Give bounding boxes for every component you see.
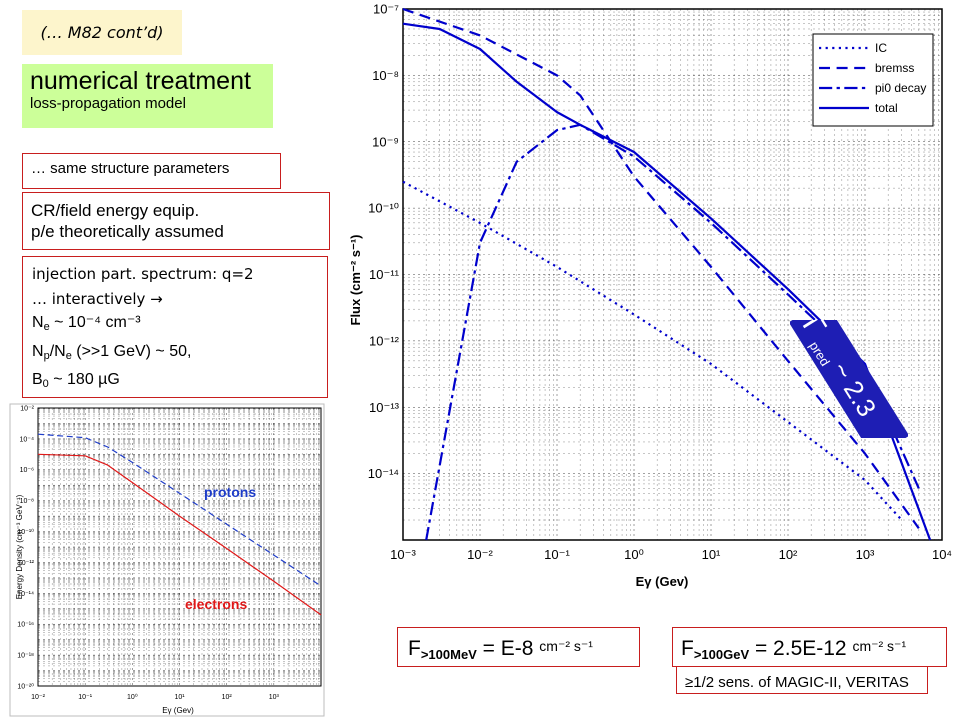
x-tick-label: 10³ [856, 547, 875, 562]
y-tick-label: 10⁻¹⁸ [17, 653, 34, 660]
y-tick-label: 10⁻⁸ [372, 68, 399, 83]
chart-grid [402, 9, 942, 541]
continuation-label: (… M82 cont’d) [22, 10, 182, 55]
flux-above-100gev-caption: F>100GeV = 2.5E-12 cm⁻² s⁻¹ [672, 627, 947, 667]
legend-entries: IC bremss pi0 decay total [819, 41, 926, 115]
sensitivity-caption: ≥1/2 sens. of MAGIC-II, VERITAS [676, 666, 928, 694]
injection-parameters-box: injection part. spectrum: q=2 … interact… [22, 256, 328, 398]
legend-box [812, 33, 934, 127]
structure-parameters-text: … same structure parameters [31, 160, 230, 177]
x-tick-labels: 10⁻² 10⁻¹ 10⁰ 10¹ 10² 10³ [31, 693, 279, 701]
section-heading-box: numerical treatment loss-propagation mod… [22, 64, 273, 128]
series-line-bremss [402, 7, 920, 529]
x-tick-label: 10⁻¹ [544, 547, 570, 562]
protons-label: protons [204, 484, 256, 500]
y-tick-label: 10⁻¹¹ [369, 267, 400, 282]
pe-assumed-line: p/e theoretically assumed [31, 222, 224, 241]
electron-density-line: Ne ~ 10⁻⁴ cm⁻³ [32, 314, 141, 333]
x-tick-label: 10⁻² [31, 694, 45, 701]
legend-label-total: total [875, 101, 898, 115]
flux-chart: 10⁻¹⁴ 10⁻¹³ 10⁻¹² 10⁻¹¹ 10⁻¹⁰ 10⁻⁹ 10⁻⁸ 10⁻⁷ 10… [345, 0, 960, 610]
series-group [37, 433, 322, 616]
x-tick-label: 10¹ [702, 547, 721, 562]
x-tick-label: 10² [222, 694, 233, 701]
y-axis-label: Energy Density (cm⁻³ GeV⁻¹) [15, 494, 24, 599]
legend-label-IC: IC [875, 41, 887, 55]
x-axis-label: Eγ (Gev) [162, 706, 194, 715]
x-tick-label: 10⁻¹ [78, 694, 92, 701]
y-tick-label: 10⁻⁹ [372, 134, 399, 149]
y-tick-label: 10⁻¹⁶ [17, 622, 34, 629]
energy-density-chart: 10⁻² 10⁻⁴ 10⁻⁶ 10⁻⁸ 10⁻¹⁰ 10⁻¹² 10⁻¹⁴ 10⁻¹⁶ 10⁻¹… [8, 402, 326, 718]
x-tick-label: 10³ [269, 694, 280, 701]
y-tick-label: 10⁻²⁰ [17, 682, 34, 690]
y-tick-label: 10⁻⁷ [373, 2, 399, 17]
legend-label-pi0-decay: pi0 decay [875, 81, 926, 95]
structure-parameters-box: … same structure parameters [22, 153, 281, 189]
legend: IC bremss pi0 decay total [812, 33, 934, 127]
y-tick-label: 10⁻¹² [369, 333, 400, 348]
flux-above-100mev-caption: F>100MeV = E-8 cm⁻² s⁻¹ [397, 627, 640, 667]
gamma-badge-bg [790, 320, 908, 438]
proton-electron-ratio-line: Np/Ne (>>1 GeV) ~ 50, [32, 342, 192, 362]
y-tick-label: 10⁻¹⁴ [368, 466, 399, 481]
plot-area [402, 8, 943, 541]
legend-label-bremss: bremss [875, 61, 914, 75]
y-tick-label: 10⁻⁴ [20, 436, 35, 443]
electrons-label: electrons [185, 596, 247, 612]
section-subheading: loss-propagation model [30, 95, 186, 112]
y-tick-label: 10⁻¹⁰ [368, 201, 399, 216]
y-tick-label: 10⁻⁸ [20, 498, 34, 505]
magnetic-field-line: B0 ~ 180 µG [32, 371, 120, 390]
y-axis-label: Flux (cm⁻² s⁻¹) [348, 234, 363, 325]
series-line-protons [37, 433, 322, 587]
x-tick-labels: 10⁻³ 10⁻² 10⁻¹ 10⁰ 10¹ 10² 10³ 10⁴ [390, 547, 952, 562]
energy-equip-line: CR/field energy equip. [31, 201, 200, 220]
y-tick-label: 10⁻⁶ [20, 467, 34, 474]
series-line-electrons [37, 453, 322, 616]
injection-spectrum-line: injection part. spectrum: q=2 [32, 265, 254, 283]
y-tick-labels: 10⁻¹⁴ 10⁻¹³ 10⁻¹² 10⁻¹¹ 10⁻¹⁰ 10⁻⁹ 10⁻⁸ 10⁻⁷ [368, 2, 400, 482]
series-line-total [402, 22, 932, 541]
plot-area [37, 407, 322, 687]
x-tick-label: 10¹ [174, 694, 185, 701]
y-tick-labels: 10⁻² 10⁻⁴ 10⁻⁶ 10⁻⁸ 10⁻¹⁰ 10⁻¹² 10⁻¹⁴ 10⁻¹⁶ 10⁻¹… [17, 405, 34, 690]
series-line-IC [402, 180, 903, 521]
x-tick-label: 10⁻² [467, 547, 493, 562]
chart-frame [9, 403, 325, 717]
interactively-line: … interactively → [32, 289, 163, 308]
y-tick-label: 10⁻¹² [18, 560, 35, 567]
x-tick-label: 10⁻³ [390, 547, 416, 562]
y-tick-label: 10⁻² [20, 405, 34, 412]
chart-grid [37, 408, 321, 687]
x-tick-label: 10⁰ [624, 547, 644, 562]
x-tick-label: 10² [779, 547, 798, 562]
x-tick-label: 10⁰ [127, 693, 138, 701]
y-tick-label: 10⁻¹⁰ [17, 528, 34, 536]
section-heading: numerical treatment [30, 67, 251, 95]
x-axis-label: Eγ (Gev) [636, 574, 689, 589]
x-tick-label: 10⁴ [932, 547, 952, 562]
gamma-badge: Γ pred ~ 2.3 [790, 320, 908, 438]
energy-equip-box: CR/field energy equip. p/e theoretically… [22, 192, 330, 250]
y-tick-label: 10⁻¹⁴ [17, 591, 34, 598]
y-tick-label: 10⁻¹³ [369, 400, 400, 415]
